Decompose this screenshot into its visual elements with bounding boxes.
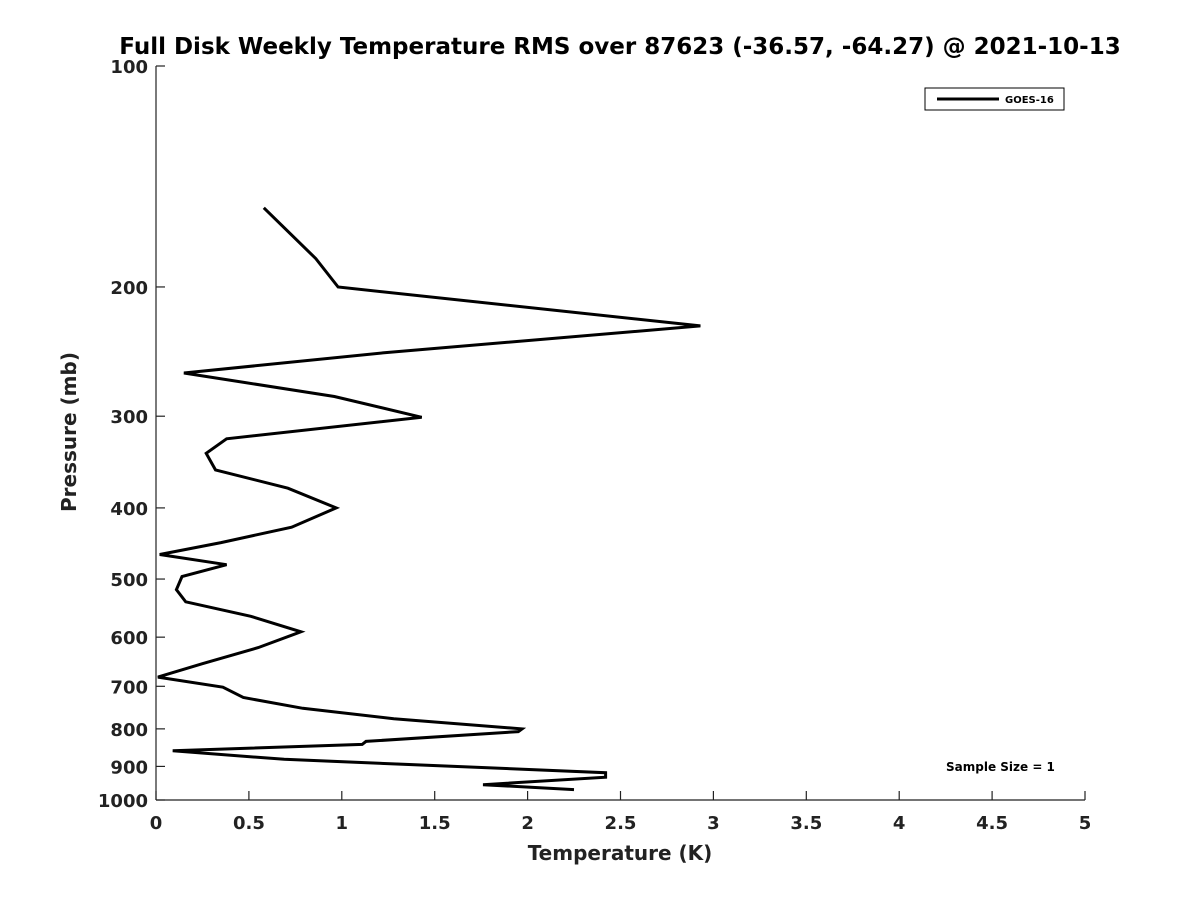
x-tick-label: 2 — [521, 813, 534, 834]
series-line-goes16 — [157, 206, 701, 792]
x-tick-label: 0.5 — [233, 813, 265, 834]
y-tick-label: 200 — [110, 278, 148, 299]
y-tick-label: 900 — [110, 757, 148, 778]
y-tick-label: 800 — [110, 720, 148, 741]
sample-size-annotation: Sample Size = 1 — [946, 760, 1055, 774]
x-tick-label: 1 — [336, 813, 349, 834]
x-tick-label: 4.5 — [976, 813, 1008, 834]
y-tick-label: 700 — [110, 677, 148, 698]
plot-axes — [155, 66, 1085, 801]
x-tick-label: 3.5 — [790, 813, 822, 834]
y-axis-label: Pressure (mb) — [57, 352, 81, 512]
legend: GOES-16 — [924, 87, 1065, 111]
x-tick-label: 2.5 — [605, 813, 637, 834]
x-tick-label: 4 — [893, 813, 906, 834]
x-tick-label: 5 — [1079, 813, 1092, 834]
y-tick-label: 1000 — [98, 791, 148, 812]
y-axis-ticks: 100 200 300 400 500 600 700 800 900 1000 — [98, 57, 165, 812]
x-axis-label: Temperature (K) — [528, 841, 713, 865]
x-tick-label: 3 — [707, 813, 720, 834]
y-tick-label: 400 — [110, 499, 148, 520]
y-tick-label: 500 — [110, 570, 148, 591]
x-tick-label: 1.5 — [419, 813, 451, 834]
series-layer — [157, 206, 701, 792]
legend-label-goes16: GOES-16 — [1005, 95, 1054, 106]
x-axis-ticks: 0 0.5 1 1.5 2 2.5 3 3.5 4 4.5 5 — [150, 791, 1092, 834]
chart-title: Full Disk Weekly Temperature RMS over 87… — [119, 34, 1121, 60]
x-tick-label: 0 — [150, 813, 163, 834]
y-tick-label: 100 — [110, 57, 148, 78]
y-tick-label: 600 — [110, 628, 148, 649]
y-tick-label: 300 — [110, 407, 148, 428]
